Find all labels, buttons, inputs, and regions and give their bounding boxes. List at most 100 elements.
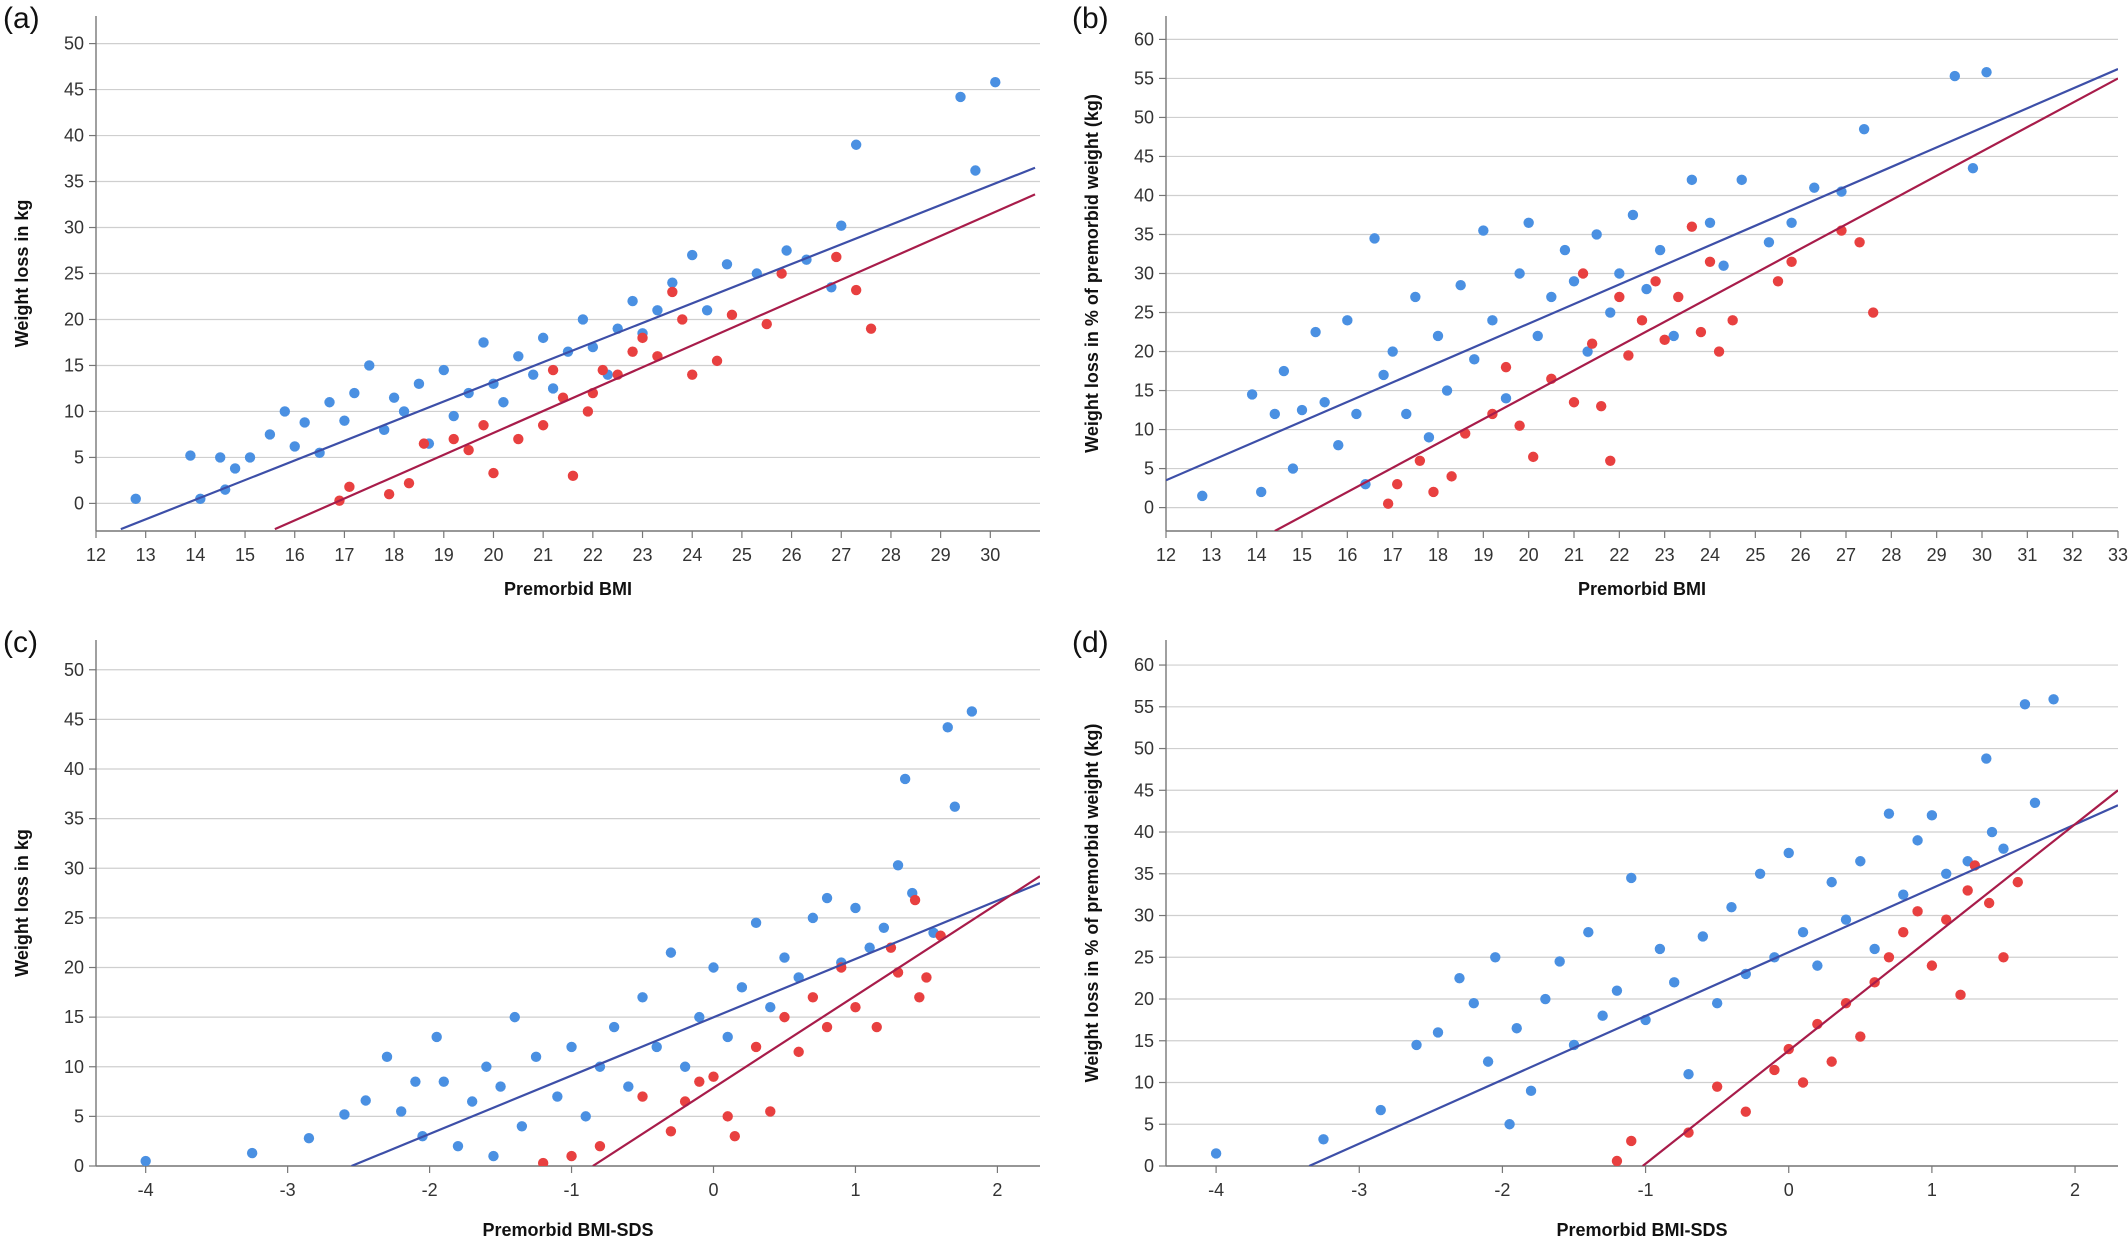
blue-data-point xyxy=(495,1081,506,1092)
blue-data-point xyxy=(264,429,276,440)
blue-data-point xyxy=(1840,914,1852,925)
x-tick-label: -3 xyxy=(1351,1180,1367,1200)
blue-data-point xyxy=(651,1041,662,1053)
red-data-point xyxy=(750,1041,762,1053)
red-data-point xyxy=(665,1126,677,1137)
y-tick-label: 40 xyxy=(1134,185,1154,205)
blue-data-point xyxy=(498,397,509,408)
y-tick-label: 5 xyxy=(1144,1114,1154,1134)
red-data-point xyxy=(687,369,698,380)
red-data-point xyxy=(448,433,459,445)
blue-data-point xyxy=(537,332,549,344)
y-tick-label: 45 xyxy=(64,709,84,729)
blue-data-point xyxy=(1278,365,1290,377)
x-tick-label: 18 xyxy=(1428,545,1448,565)
x-axis-label: Premorbid BMI xyxy=(504,579,632,599)
x-tick-label: 27 xyxy=(831,545,851,565)
red-data-point xyxy=(776,268,787,279)
blue-data-point xyxy=(1583,927,1594,938)
y-tick-label: 55 xyxy=(1134,697,1154,717)
x-tick-label: 15 xyxy=(235,545,255,565)
blue-data-point xyxy=(899,773,911,785)
red-data-point xyxy=(1382,498,1394,509)
blue-data-point xyxy=(1296,404,1308,416)
blue-data-point xyxy=(388,392,400,403)
blue-data-point xyxy=(246,1147,258,1159)
red-data-point xyxy=(1636,315,1648,326)
y-tick-label: 10 xyxy=(1134,420,1154,440)
blue-data-point xyxy=(1546,291,1557,303)
panel-label: (c) xyxy=(3,626,38,659)
red-data-point xyxy=(909,894,921,906)
red-data-point xyxy=(1868,307,1879,318)
blue-data-point xyxy=(1210,1148,1222,1159)
y-tick-label: 50 xyxy=(64,660,84,680)
red-data-point xyxy=(850,284,862,296)
red-data-point xyxy=(597,364,608,376)
blue-data-point xyxy=(215,452,226,463)
blue-data-point xyxy=(878,922,890,934)
y-tick-label: 35 xyxy=(1134,224,1154,244)
blue-data-point xyxy=(679,1061,691,1072)
blue-data-point xyxy=(360,1095,371,1106)
red-line-fit xyxy=(274,193,1036,531)
red-data-point xyxy=(722,1111,733,1122)
red-data-point xyxy=(594,1140,606,1152)
blue-data-point xyxy=(509,1011,520,1023)
x-tick-label: 29 xyxy=(1927,545,1947,565)
blue-data-point xyxy=(1500,393,1512,404)
red-data-point xyxy=(1912,906,1923,917)
red-data-point xyxy=(1840,997,1852,1009)
blue-data-point xyxy=(530,1051,542,1063)
blue-data-point xyxy=(1718,260,1729,271)
blue-data-point xyxy=(438,364,449,376)
red-data-point xyxy=(566,1150,577,1162)
red-data-point xyxy=(831,251,842,263)
x-tick-label: 20 xyxy=(1519,545,1539,565)
blue-data-point xyxy=(185,450,196,461)
blue-data-point xyxy=(2029,797,2041,809)
blue-data-point xyxy=(1333,439,1344,451)
x-tick-label: 28 xyxy=(881,545,901,565)
y-tick-label: 10 xyxy=(64,1057,84,1077)
blue-data-point xyxy=(1432,1027,1444,1038)
blue-data-point xyxy=(1246,389,1258,400)
y-tick-label: 20 xyxy=(64,958,84,978)
x-tick-label: 16 xyxy=(285,545,305,565)
blue-data-point xyxy=(722,1031,733,1043)
panel-2: 0 5 10 15 20 25 30 35 40 45 50 -4 -3 -2 -1 0 1 2 (c) Premor… xyxy=(3,626,1040,1240)
blue-data-point xyxy=(1369,233,1380,244)
blue-data-point xyxy=(552,1091,563,1102)
red-data-point xyxy=(1983,897,1995,909)
red-data-point xyxy=(488,467,499,479)
blue-data-point xyxy=(836,220,847,231)
x-tick-label: 12 xyxy=(1156,545,1176,565)
blue-data-point xyxy=(1704,217,1716,228)
blue-data-point xyxy=(665,947,677,958)
y-tick-label: 20 xyxy=(1134,342,1154,362)
x-tick-label: 29 xyxy=(931,545,951,565)
red-data-point xyxy=(2012,876,2023,888)
red-data-point xyxy=(914,992,925,1003)
red-line-fit xyxy=(592,875,1040,1166)
x-tick-label: 28 xyxy=(1881,545,1901,565)
x-tick-label: 21 xyxy=(1564,545,1584,565)
x-tick-label: -3 xyxy=(280,1180,296,1200)
blue-data-point xyxy=(1611,985,1623,996)
blue-data-point xyxy=(1287,463,1299,474)
red-data-point xyxy=(1769,1064,1780,1076)
blue-data-point xyxy=(708,962,719,973)
blue-data-point xyxy=(1525,1085,1537,1097)
red-data-point xyxy=(821,1021,833,1033)
y-tick-label: 15 xyxy=(64,355,84,375)
y-tick-label: 30 xyxy=(64,858,84,878)
y-tick-label: 0 xyxy=(1144,498,1154,518)
blue-data-point xyxy=(1375,1104,1386,1116)
red-data-point xyxy=(1998,952,2009,963)
blue-data-point xyxy=(1523,217,1534,228)
y-tick-label: 60 xyxy=(1134,655,1154,675)
red-data-point xyxy=(711,355,723,367)
y-axis-label: Weight loss in % of premorbid weight (kg… xyxy=(1082,724,1102,1083)
blue-data-point xyxy=(1468,997,1479,1009)
red-data-point xyxy=(1673,291,1684,303)
